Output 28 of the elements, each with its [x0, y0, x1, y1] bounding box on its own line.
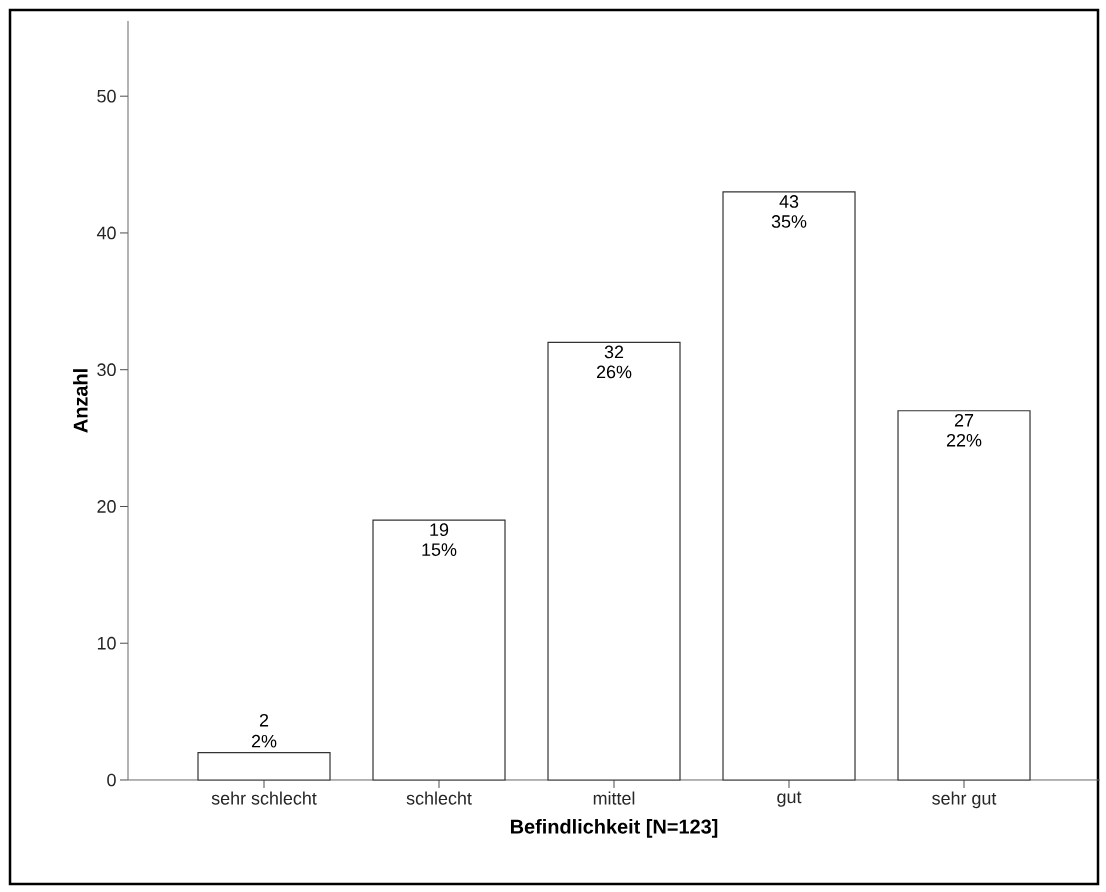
annotation: 2% [251, 734, 277, 748]
bar [372, 519, 506, 781]
y-tick-label: 30 [97, 363, 116, 377]
x-tick-label: sehr gut [932, 791, 997, 809]
x-tick-label: sehr schlecht [211, 791, 317, 805]
data-label: 43 [779, 195, 799, 208]
data-label: 19 [430, 523, 449, 537]
y-tick-label: 40 [96, 226, 116, 240]
x-tick-label: mittel [593, 791, 635, 805]
data-label: 32 [604, 345, 624, 359]
y-tick-label: 10 [97, 636, 116, 650]
x-tick-label: schlecht [406, 791, 472, 805]
annotation: 26% [596, 365, 632, 379]
y-tick-label: 50 [97, 89, 116, 103]
x-tick-label: gut [777, 791, 802, 807]
bar [547, 341, 681, 781]
x-axis-title: Befindlichkeit [N=123] [510, 819, 718, 838]
data-label: 2 [259, 713, 269, 727]
y-tick-label: 20 [97, 500, 116, 513]
y-axis-title: Anzahl [73, 369, 88, 433]
annotation: 22% [946, 433, 982, 447]
bar [197, 752, 331, 781]
annotation: 15% [422, 543, 457, 556]
bar [722, 191, 856, 781]
bar [897, 410, 1031, 781]
data-label: 27 [954, 413, 974, 427]
y-tick-label: 0 [107, 773, 116, 787]
annotation: 35% [771, 215, 807, 228]
